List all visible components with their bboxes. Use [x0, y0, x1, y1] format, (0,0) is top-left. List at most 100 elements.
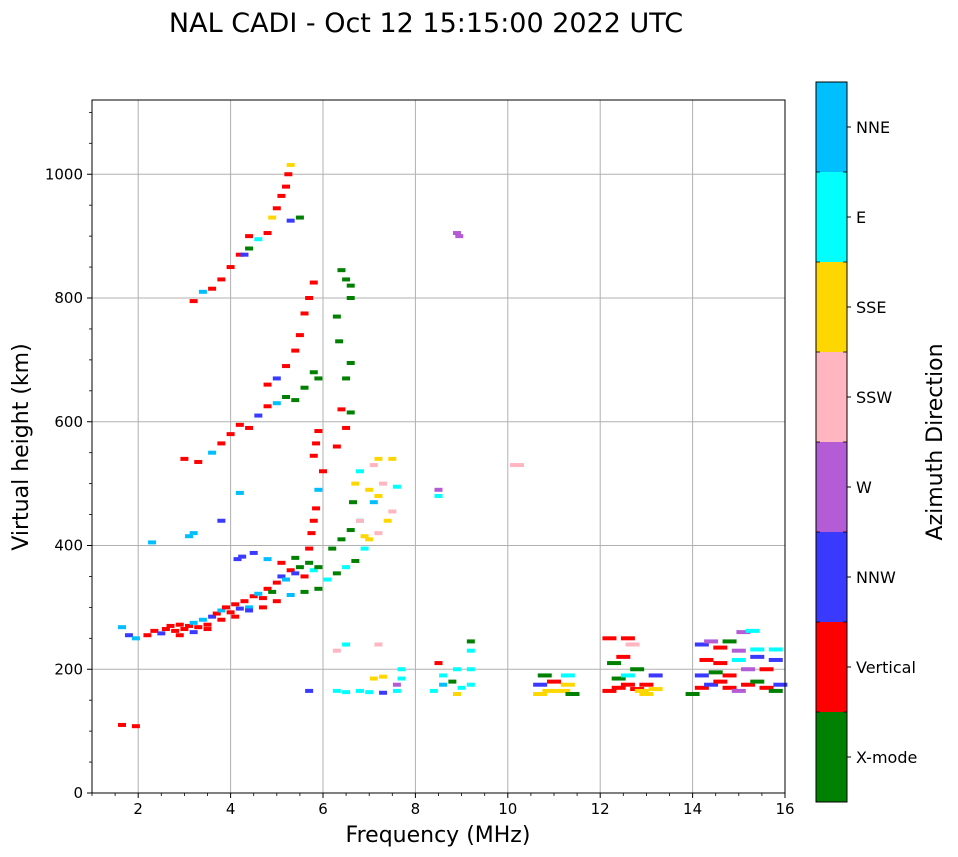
- data-point: [611, 685, 626, 690]
- data-point: [537, 673, 552, 678]
- colorbar-segment: [816, 622, 847, 712]
- data-point: [466, 648, 475, 653]
- colorbar-segment: [816, 712, 847, 802]
- data-point: [542, 688, 557, 693]
- data-point: [332, 444, 341, 449]
- data-point: [759, 667, 774, 672]
- x-tick-label: 8: [411, 800, 421, 818]
- data-point: [560, 682, 575, 687]
- data-point: [648, 673, 663, 678]
- data-point: [185, 534, 194, 539]
- data-point: [118, 722, 127, 727]
- colorbar-segment: [816, 532, 847, 622]
- data-point: [240, 252, 249, 257]
- data-point: [286, 162, 295, 167]
- colorbar-segment: [816, 352, 847, 442]
- y-tick-label: 600: [54, 413, 83, 431]
- data-point: [392, 682, 401, 687]
- data-point: [286, 568, 295, 573]
- data-point: [272, 599, 281, 604]
- data-point: [360, 546, 369, 551]
- data-point: [245, 246, 254, 251]
- y-axis-label: Virtual height (km): [9, 343, 34, 550]
- data-point: [620, 673, 635, 678]
- data-point: [295, 565, 304, 570]
- data-point: [731, 648, 746, 653]
- data-point: [309, 518, 318, 523]
- data-point: [263, 586, 272, 591]
- x-axis-label: Frequency (MHz): [346, 823, 531, 848]
- data-point: [180, 627, 189, 632]
- y-tick-label: 200: [54, 660, 83, 678]
- data-point: [360, 534, 369, 539]
- data-point: [272, 206, 281, 211]
- data-point: [457, 685, 466, 690]
- data-point: [379, 674, 388, 679]
- data-point: [245, 234, 254, 239]
- data-point: [131, 724, 140, 729]
- data-point: [189, 299, 198, 304]
- data-point: [254, 413, 263, 418]
- colorbar-tick-label: W: [856, 478, 872, 497]
- x-tick-label: 6: [318, 800, 328, 818]
- data-point: [388, 509, 397, 514]
- data-point: [397, 667, 406, 672]
- colorbar-frame: [815, 81, 848, 803]
- data-point: [342, 277, 351, 282]
- data-point: [745, 628, 760, 633]
- y-tick-label: 1000: [45, 165, 83, 183]
- data-point: [282, 395, 291, 399]
- data-point: [319, 469, 327, 474]
- data-point: [369, 676, 378, 681]
- data-point: [300, 589, 309, 594]
- data-point: [272, 376, 281, 381]
- data-point: [180, 456, 189, 461]
- data-point: [768, 647, 783, 652]
- data-point: [374, 456, 383, 461]
- data-point: [625, 642, 640, 647]
- data-point: [226, 265, 235, 270]
- colorbar-legend: X-mode Vertical NNW W SSW SSE E NNE: [815, 81, 917, 803]
- x-tick-label: 12: [591, 800, 610, 818]
- data-point: [124, 633, 133, 638]
- data-point: [323, 577, 332, 582]
- data-point: [305, 296, 314, 300]
- data-point: [722, 639, 737, 644]
- data-point: [346, 296, 355, 300]
- data-point: [750, 647, 765, 652]
- data-point: [365, 690, 374, 695]
- data-point: [203, 622, 212, 627]
- data-point: [235, 252, 244, 257]
- y-tick-label: 0: [73, 784, 83, 802]
- data-point: [291, 348, 300, 353]
- colorbar-tick-label: Vertical: [856, 658, 916, 677]
- data-point: [620, 682, 635, 687]
- data-point: [291, 555, 300, 560]
- data-point: [258, 596, 267, 601]
- data-point: [346, 360, 355, 365]
- data-point: [369, 463, 378, 468]
- data-point: [189, 630, 198, 635]
- data-point: [221, 605, 230, 610]
- data-point: [309, 453, 318, 458]
- data-point: [439, 673, 448, 678]
- data-point: [282, 184, 291, 189]
- data-point: [189, 531, 198, 536]
- data-point: [258, 605, 267, 610]
- data-point: [263, 382, 272, 387]
- data-point: [314, 376, 323, 381]
- data-point: [694, 642, 709, 647]
- data-point: [305, 688, 314, 693]
- x-tick-label: 2: [133, 800, 143, 818]
- data-point: [768, 657, 783, 662]
- data-point: [355, 688, 364, 693]
- data-point: [263, 557, 272, 562]
- axis-ticks: 2 4 6 8 10 12 14 16 0 200 400 600 800 1000: [45, 111, 795, 818]
- data-point: [466, 682, 475, 687]
- data-point: [208, 614, 217, 619]
- data-point: [217, 518, 226, 523]
- data-point: [295, 333, 304, 338]
- data-point: [634, 688, 649, 693]
- data-point: [448, 679, 457, 684]
